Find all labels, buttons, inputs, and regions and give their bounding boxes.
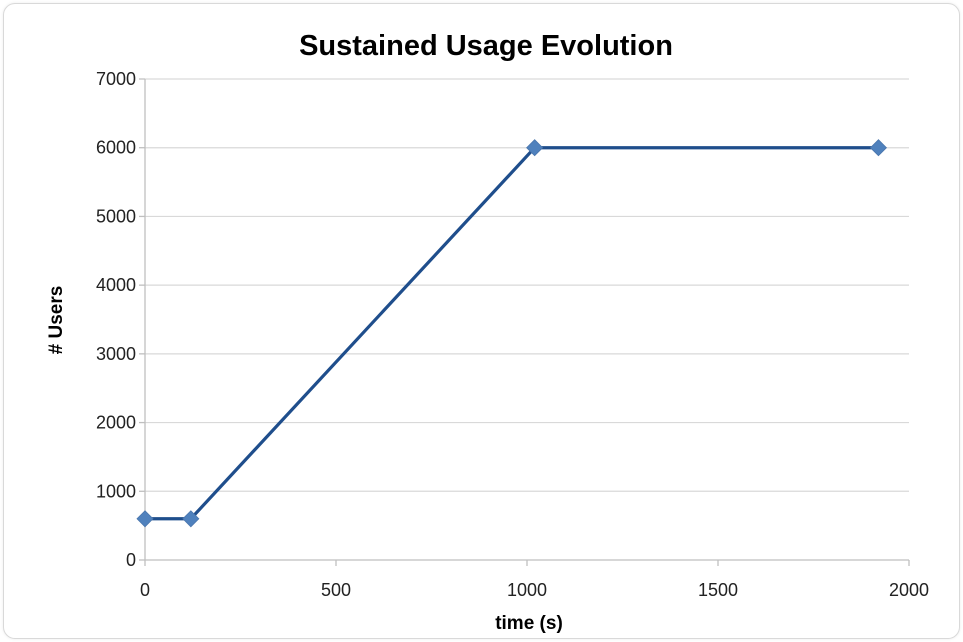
axes — [139, 78, 910, 566]
data-point-3 — [869, 139, 888, 157]
chart-title: Sustained Usage Evolution — [299, 30, 673, 62]
x-tick-label: 2000 — [889, 580, 929, 600]
x-tick-label: 500 — [321, 580, 351, 600]
y-tick-label: 7000 — [96, 69, 136, 89]
y-tick-label: 3000 — [96, 344, 136, 364]
x-axis-label: time (s) — [495, 613, 563, 634]
x-tick-label: 1000 — [507, 580, 547, 600]
y-axis-label: # Users — [46, 286, 67, 355]
y-tick-label: 1000 — [96, 481, 136, 501]
y-tick-label: 0 — [126, 550, 136, 570]
data-point-2 — [526, 139, 544, 157]
chart-frame: 0 1000 2000 3000 4000 5000 6000 7000 0 500 1000 150… — [3, 3, 960, 639]
series-line-0 — [145, 146, 879, 521]
series — [136, 139, 888, 528]
x-tick-label: 1500 — [698, 580, 738, 600]
data-point-1 — [182, 510, 200, 528]
gridlines — [145, 78, 909, 492]
tick-labels: 0 1000 2000 3000 4000 5000 6000 7000 0 500 1000 150… — [96, 69, 929, 600]
y-tick-label: 5000 — [96, 206, 136, 226]
y-tick-label: 6000 — [96, 138, 136, 158]
x-tick-label: 0 — [140, 580, 150, 600]
y-tick-label: 2000 — [96, 413, 136, 433]
y-tick-label: 4000 — [96, 275, 136, 295]
line-chart: 0 1000 2000 3000 4000 5000 6000 7000 0 500 1000 150… — [46, 30, 929, 634]
data-point-0 — [136, 510, 154, 528]
